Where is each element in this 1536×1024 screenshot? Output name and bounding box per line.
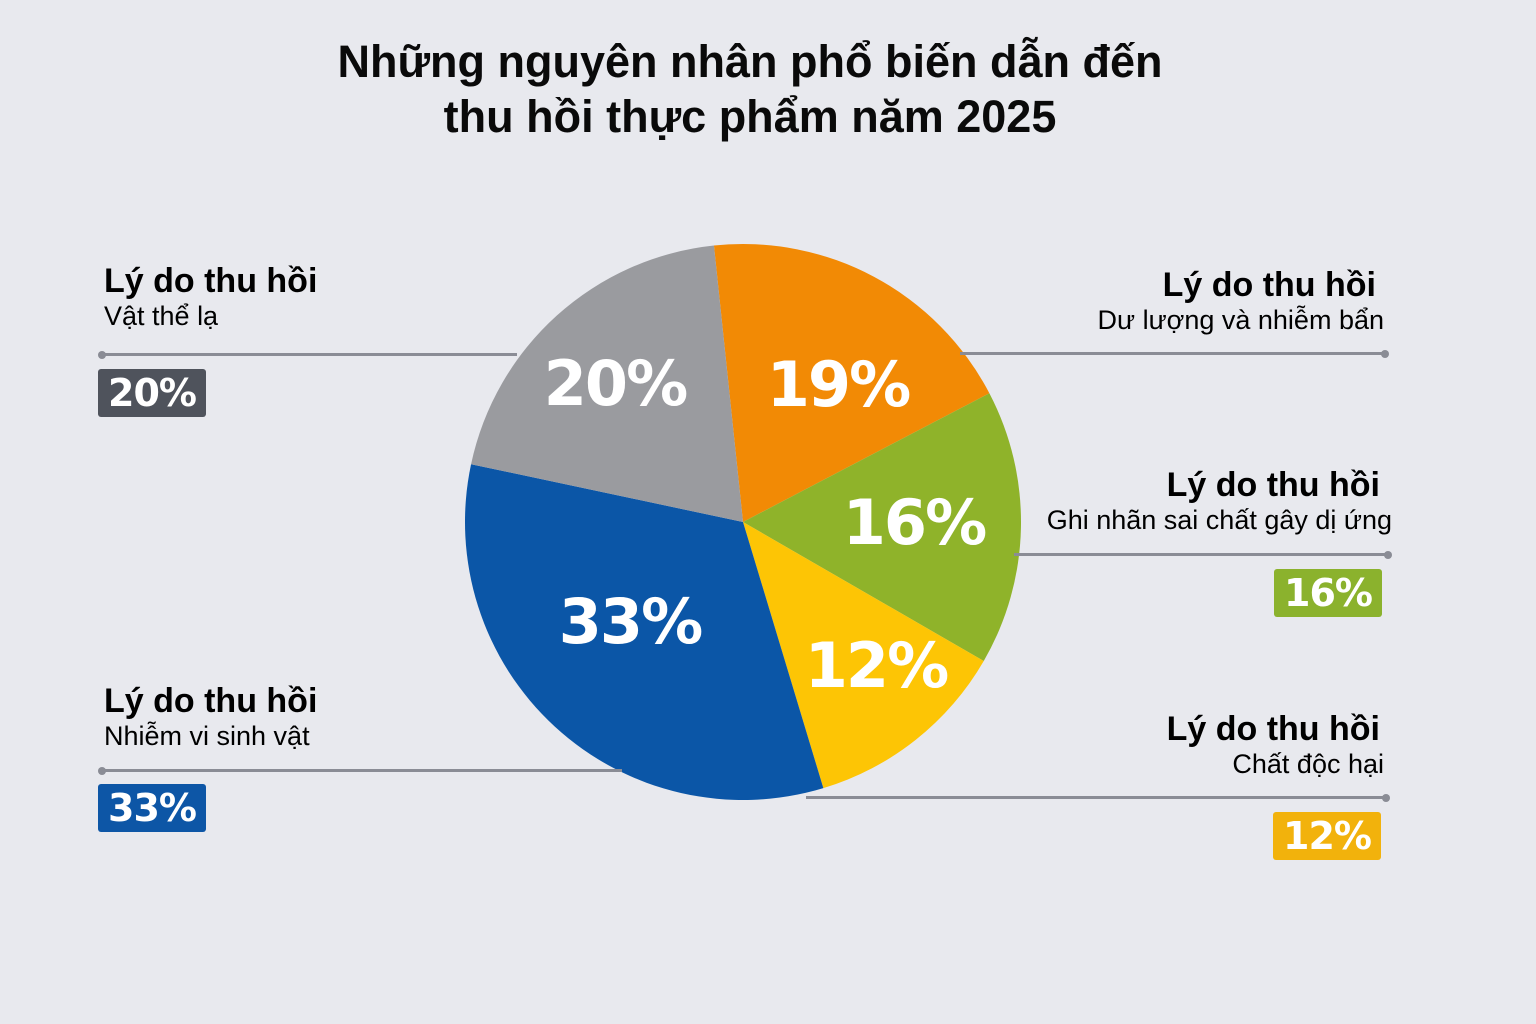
slice-label-residue: 19%: [766, 348, 911, 421]
slice-label-microbial: 33%: [558, 585, 703, 658]
callout-reason: Chất độc hại: [1232, 749, 1384, 779]
leader-line: [806, 796, 1386, 799]
callout-residue: Lý do thu hồi Dư lượng và nhiễm bẩn: [1098, 266, 1385, 336]
leader-dot: [1384, 551, 1392, 559]
badge-toxic: 12%: [1273, 812, 1381, 860]
slice-label-allergen: 16%: [842, 486, 987, 559]
callout-heading: Lý do thu hồi: [1162, 266, 1376, 304]
callout-reason: Ghi nhãn sai chất gây dị ứng: [1046, 505, 1392, 535]
pie-slice-foreign: [471, 245, 743, 522]
callout-reason: Nhiễm vi sinh vật: [104, 721, 310, 751]
chart-title: Những nguyên nhân phổ biến dẫn đến thu h…: [0, 34, 1500, 144]
leader-line: [960, 352, 1384, 355]
pie-slice-residue: [713, 243, 990, 522]
callout-toxic: Lý do thu hồi Chất độc hại: [1166, 710, 1384, 780]
pie-slice-allergen: [743, 393, 1022, 661]
callout-foreign-objects: Lý do thu hồi Vật thể lạ: [104, 262, 317, 332]
pie-slice-toxic: [743, 522, 984, 789]
leader-line: [1014, 553, 1388, 556]
badge-allergen: 16%: [1274, 569, 1382, 617]
callout-heading: Lý do thu hồi: [104, 682, 318, 720]
callout-heading: Lý do thu hồi: [1166, 710, 1380, 748]
callout-heading: Lý do thu hồi: [104, 262, 318, 300]
callout-microbial: Lý do thu hồi Nhiễm vi sinh vật: [104, 682, 317, 752]
leader-dot: [1381, 350, 1389, 358]
slice-label-foreign: 20%: [543, 347, 688, 420]
badge-microbial: 33%: [98, 784, 206, 832]
callout-reason: Dư lượng và nhiễm bẩn: [1097, 305, 1385, 335]
chart-title-line-1: Những nguyên nhân phổ biến dẫn đến: [337, 36, 1163, 87]
badge-foreign-objects: 20%: [98, 369, 206, 417]
callout-reason: Vật thể lạ: [104, 301, 219, 331]
pie-slice-microbial: [464, 464, 824, 800]
callout-heading: Lý do thu hồi: [1166, 466, 1380, 504]
leader-dot: [1382, 794, 1390, 802]
leader-line: [102, 769, 622, 772]
leader-line: [102, 353, 517, 356]
chart-title-line-2: thu hồi thực phẩm năm 2025: [443, 91, 1057, 142]
slice-label-toxic: 12%: [804, 629, 949, 702]
callout-allergen: Lý do thu hồi Ghi nhãn sai chất gây dị ứ…: [1047, 466, 1392, 536]
